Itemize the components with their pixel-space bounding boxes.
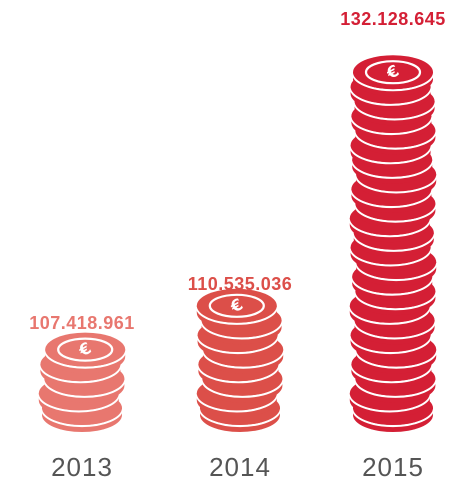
- coin-stack-2015: €: [348, 55, 438, 432]
- year-label-2013: 2013: [51, 452, 113, 482]
- value-label-2014: 110.535.036: [187, 274, 293, 294]
- value-label-2015: 132.128.645: [340, 9, 446, 29]
- year-label-2015: 2015: [362, 452, 424, 482]
- coin-stack-2014: €: [195, 288, 285, 432]
- value-label-2013: 107.418.961: [29, 313, 135, 333]
- year-label-2014: 2014: [209, 452, 271, 482]
- coin-stack-2013: €: [37, 332, 127, 432]
